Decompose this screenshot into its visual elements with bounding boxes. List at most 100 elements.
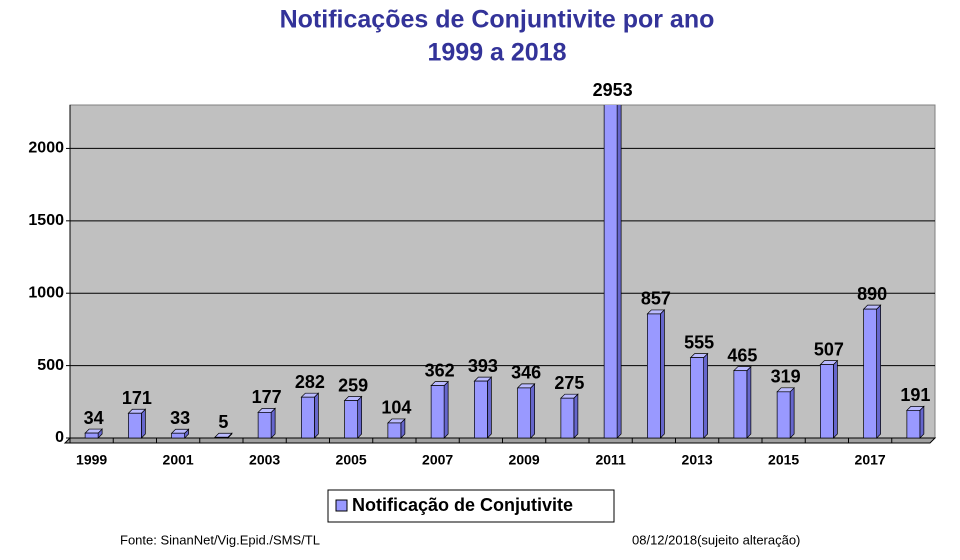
chart-title: Notificações de Conjuntivite por ano	[280, 6, 715, 34]
bar	[689, 352, 709, 439]
bar	[300, 392, 320, 439]
bar-front	[301, 396, 315, 439]
bar-side	[616, 105, 622, 439]
bar-side	[876, 304, 881, 439]
x-tick-label: 2005	[336, 452, 367, 468]
bar	[127, 408, 147, 439]
bar-front	[171, 432, 185, 439]
bar-front	[344, 400, 358, 439]
bar-side	[703, 352, 708, 439]
bar-front	[387, 422, 402, 439]
data-label: 191	[900, 385, 930, 405]
x-tick-label: 2007	[422, 452, 453, 468]
bar-front	[128, 412, 142, 439]
bar-front	[430, 385, 445, 439]
bar	[170, 428, 190, 439]
bar	[733, 365, 752, 439]
data-label: 346	[511, 363, 541, 383]
bar	[343, 395, 363, 439]
legend	[327, 489, 615, 523]
bar	[257, 407, 276, 439]
bar-front	[474, 380, 488, 439]
bar-front	[647, 313, 661, 439]
data-label: 33	[170, 408, 190, 428]
x-tick-label: 1999	[76, 452, 107, 468]
bar-front	[733, 370, 748, 439]
bar-side	[487, 376, 492, 439]
data-label: 275	[554, 373, 584, 393]
y-tick-label: 0	[55, 429, 64, 446]
bar	[214, 432, 233, 439]
plot-floor	[63, 437, 937, 444]
data-label: 104	[381, 398, 411, 418]
x-tick-label: 2015	[768, 452, 799, 468]
bar	[560, 393, 579, 439]
data-label: 857	[641, 289, 671, 309]
data-label: 393	[468, 356, 498, 376]
bar-front	[603, 105, 618, 439]
bar-side	[530, 383, 535, 439]
data-label: 2953	[593, 80, 633, 100]
bar	[646, 309, 666, 439]
data-label: 890	[857, 284, 887, 304]
chart-subtitle: 1999 a 2018	[427, 39, 566, 67]
y-tick-label: 1000	[28, 284, 64, 301]
bars	[84, 105, 925, 439]
bar-front	[560, 397, 575, 439]
source: Fonte: SinanNet/Vig.Epid./SMS/TL	[120, 532, 320, 547]
bar	[516, 383, 536, 439]
bar-side	[833, 359, 838, 439]
bar-front	[84, 432, 99, 439]
y-tick-label: 500	[37, 357, 64, 374]
plot-area	[69, 104, 936, 439]
bar	[906, 405, 925, 439]
bar-side	[141, 408, 146, 439]
bar	[473, 376, 493, 439]
data-label: 282	[295, 372, 325, 392]
bar	[430, 380, 449, 439]
bar-front	[257, 412, 272, 439]
bar-side	[314, 392, 319, 439]
bar-side	[270, 407, 276, 439]
bar-side	[357, 395, 362, 439]
data-label: 555	[684, 332, 714, 352]
x-tick-label: 2017	[855, 452, 886, 468]
bar-side	[660, 309, 665, 439]
x-tick-label: 2013	[682, 452, 713, 468]
bar-front	[906, 409, 921, 439]
bar-front	[820, 364, 834, 439]
bar	[819, 359, 839, 439]
bar	[84, 428, 103, 439]
legend-label: Notificação de Conjutivite	[352, 495, 573, 515]
bar-side	[789, 386, 795, 439]
x-tick-label: 2009	[509, 452, 540, 468]
y-tick-label: 1500	[28, 212, 64, 229]
data-label: 507	[814, 339, 844, 359]
data-label: 465	[727, 345, 757, 365]
data-label: 259	[338, 375, 368, 395]
bar-front	[863, 308, 877, 439]
bar-side	[919, 405, 925, 439]
bar-front	[517, 387, 531, 439]
data-label: 319	[771, 367, 801, 387]
legend-swatch	[335, 499, 348, 512]
x-tick-label: 2003	[249, 452, 280, 468]
date-note: 08/12/2018(sujeito alteração)	[632, 532, 800, 547]
x-tick-label: 2001	[163, 452, 194, 468]
bar	[387, 418, 406, 439]
y-tick-label: 2000	[28, 140, 64, 157]
data-label: 171	[122, 388, 152, 408]
bar	[776, 386, 795, 439]
bar-front	[690, 357, 704, 439]
data-label: 5	[218, 412, 228, 432]
data-label: 34	[84, 408, 104, 428]
bar-front	[214, 436, 229, 439]
bar-side	[573, 393, 579, 439]
bar-front	[776, 391, 791, 439]
data-label: 362	[425, 360, 455, 380]
bar-side	[443, 380, 449, 439]
data-label: 177	[252, 387, 282, 407]
bar	[862, 304, 882, 439]
bar-side	[746, 365, 752, 439]
